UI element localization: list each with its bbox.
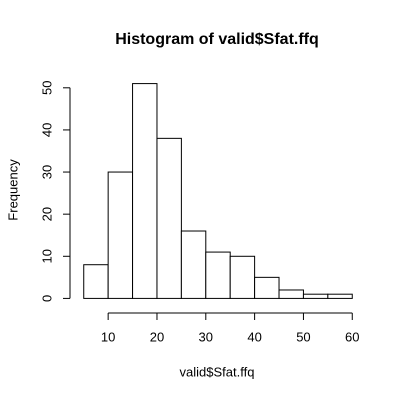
x-tick-label: 40 — [247, 329, 261, 344]
x-tick-label: 30 — [199, 329, 213, 344]
bar — [254, 276, 280, 299]
bar — [83, 264, 109, 299]
bar — [107, 171, 134, 299]
y-tick-label: 40 — [39, 123, 54, 137]
bar — [327, 293, 353, 299]
bar — [132, 83, 158, 299]
bar — [156, 137, 182, 299]
x-tick-label: 60 — [345, 329, 359, 344]
bar — [205, 251, 231, 299]
y-axis-label: Frequency — [5, 159, 20, 221]
y-tick-label: 0 — [39, 295, 54, 302]
x-axis-label: valid$Sfat.ffq — [180, 364, 255, 379]
x-tick-label: 10 — [101, 329, 115, 344]
x-tick-label: 50 — [296, 329, 310, 344]
bar — [278, 289, 304, 299]
y-tick-label: 50 — [39, 81, 54, 95]
x-tick-label: 20 — [150, 329, 164, 344]
bar — [180, 230, 207, 299]
y-tick-label: 10 — [39, 249, 54, 263]
y-tick-label: 20 — [39, 207, 54, 221]
bar — [302, 293, 329, 299]
chart-title: Histogram of valid$Sfat.ffq — [115, 31, 319, 48]
bar — [229, 255, 256, 299]
y-tick-label: 30 — [39, 165, 54, 179]
